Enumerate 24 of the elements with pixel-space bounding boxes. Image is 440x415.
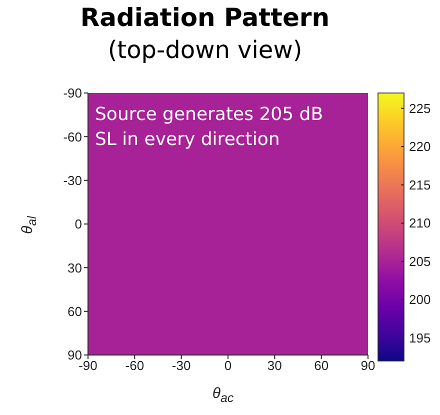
chart-title: Radiation Pattern: [79, 2, 331, 34]
y-tick-label: -90: [63, 86, 82, 101]
y-tick-label: 0: [74, 216, 82, 232]
color-bar-label: 210: [409, 216, 431, 231]
x-tick-label: -60: [125, 358, 144, 374]
color-bar-label: 220: [409, 139, 431, 154]
x-tick-label: 60: [314, 358, 329, 374]
annotation: Source generates 205 dB SL in every direction: [95, 103, 324, 152]
color-bar-label: 225: [409, 100, 431, 116]
y-tick-label: 60: [68, 304, 82, 319]
x-tick-label: 0: [224, 358, 232, 374]
y-tick-label: 30: [68, 260, 82, 276]
y-tick-label: -60: [63, 129, 82, 144]
x-tick-label: 90: [360, 358, 376, 374]
color-bar-label: 205: [409, 254, 431, 269]
colorbar: 195 200 205 210 215 220 225: [376, 80, 440, 380]
x-tick-label: -30: [172, 358, 191, 374]
x-axis-title: θ$_{ac}$: [211, 385, 235, 405]
color-bar-label: 200: [409, 292, 431, 308]
x-tick-label: 30: [267, 358, 282, 374]
chart-subtitle: (top-down view): [106, 35, 304, 66]
color-bar-label: 215: [409, 177, 431, 192]
color-bar-label: 195: [409, 330, 431, 346]
y-tick-label: -30: [63, 172, 82, 188]
